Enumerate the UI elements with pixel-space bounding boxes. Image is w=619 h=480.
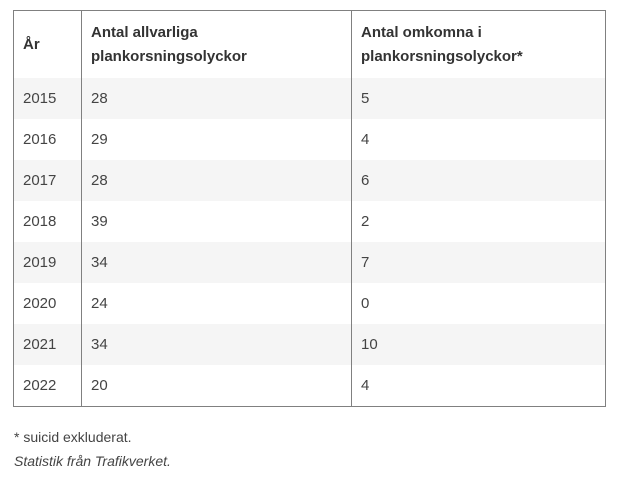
cell-serious-accidents: 29	[81, 119, 352, 160]
cell-serious-accidents: 28	[81, 160, 352, 201]
cell-year: 2017	[14, 160, 82, 201]
table-row: 2017 28 6	[14, 160, 605, 201]
table-row: 2018 39 2	[14, 201, 605, 242]
table-body: 2015 28 5 2016 29 4 2017 28 6 2018 39 2 2019 34 7 2020 2…	[14, 78, 605, 406]
cell-year: 2015	[14, 78, 82, 119]
table-row: 2021 34 10	[14, 324, 605, 365]
table-row: 2015 28 5	[14, 78, 605, 119]
header-fatalities: Antal omkomna i plankorsningsolyckor*	[361, 23, 523, 65]
header-year: År	[14, 11, 82, 78]
data-table-container: År Antal allvarliga plankorsningsolyckor…	[13, 10, 606, 407]
table-header-row: År Antal allvarliga plankorsningsolyckor…	[14, 11, 605, 78]
cell-serious-accidents: 28	[81, 78, 352, 119]
table-row: 2019 34 7	[14, 242, 605, 283]
accident-statistics-table: År Antal allvarliga plankorsningsolyckor…	[14, 11, 605, 406]
cell-serious-accidents: 20	[81, 365, 352, 406]
cell-year: 2016	[14, 119, 82, 160]
cell-serious-accidents: 34	[81, 242, 352, 283]
cell-serious-accidents: 39	[81, 201, 352, 242]
footnote: * suicid exkluderat.	[14, 429, 132, 445]
table-row: 2020 24 0	[14, 283, 605, 324]
cell-serious-accidents: 34	[81, 324, 352, 365]
cell-year: 2020	[14, 283, 82, 324]
cell-year: 2022	[14, 365, 82, 406]
cell-fatalities: 6	[351, 160, 605, 201]
cell-fatalities: 4	[351, 365, 605, 406]
cell-fatalities: 10	[351, 324, 605, 365]
cell-year: 2021	[14, 324, 82, 365]
cell-fatalities: 2	[351, 201, 605, 242]
cell-year: 2019	[14, 242, 82, 283]
table-row: 2022 20 4	[14, 365, 605, 406]
source-note: Statistik från Trafikverket.	[14, 453, 171, 469]
cell-fatalities: 4	[351, 119, 605, 160]
header-serious-accidents: Antal allvarliga plankorsningsolyckor	[81, 11, 352, 78]
cell-year: 2018	[14, 201, 82, 242]
table-row: 2016 29 4	[14, 119, 605, 160]
cell-fatalities: 5	[351, 78, 605, 119]
cell-fatalities: 7	[351, 242, 605, 283]
cell-fatalities: 0	[351, 283, 605, 324]
cell-serious-accidents: 24	[81, 283, 352, 324]
